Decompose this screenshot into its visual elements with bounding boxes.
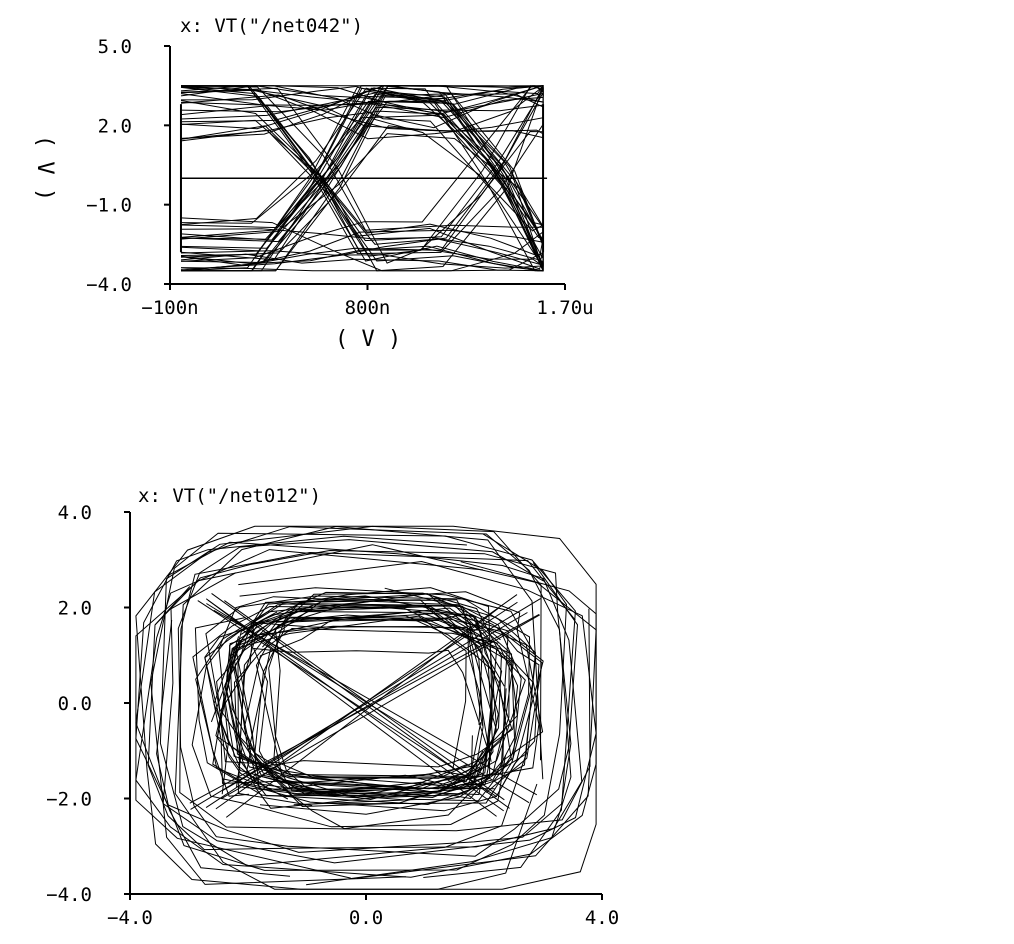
y-ticks: 5.0 2.0 −1.0 −4.0 xyxy=(86,36,170,296)
trace-line xyxy=(180,125,544,258)
trace-line xyxy=(135,533,568,871)
trace-line xyxy=(150,532,576,885)
series-traces xyxy=(135,525,597,890)
trace-line xyxy=(194,587,537,806)
chart-title: x: VT("/net042") xyxy=(180,15,363,37)
x-ticks: −4.0 0.0 4.0 xyxy=(107,894,619,929)
y-ticks: 4.0 2.0 0.0 −2.0 −4.0 xyxy=(46,502,130,906)
x-tick-label: −4.0 xyxy=(107,907,153,929)
y-tick-label: 2.0 xyxy=(98,115,132,137)
trace-line xyxy=(204,591,540,800)
trace-line xyxy=(180,85,544,257)
y-tick-label: −4.0 xyxy=(46,884,92,906)
trace-line xyxy=(162,560,597,864)
y-tick-label: 4.0 xyxy=(58,502,92,524)
trace-line xyxy=(179,551,591,832)
y-tick-label: −2.0 xyxy=(46,789,92,811)
x-tick-label: 800n xyxy=(345,297,391,319)
trace-line xyxy=(180,86,544,270)
trace-line xyxy=(220,614,541,800)
series-traces xyxy=(179,85,545,272)
trace-line xyxy=(177,539,579,857)
x-tick-label: −100n xyxy=(141,297,198,319)
y-tick-label: 0.0 xyxy=(58,693,92,715)
trace-line xyxy=(181,85,544,264)
trace-line xyxy=(180,125,544,266)
x-axis-label: ( V ) xyxy=(335,327,401,352)
trace-line xyxy=(159,525,542,867)
trace-line xyxy=(180,253,544,272)
x-tick-label: 0.0 xyxy=(349,907,383,929)
trace-line xyxy=(189,614,540,804)
trace-line xyxy=(180,85,544,266)
trace-line xyxy=(180,119,544,231)
trace-line xyxy=(268,587,497,795)
trace-line xyxy=(225,607,499,818)
trace-line xyxy=(180,87,544,119)
trace-line xyxy=(197,600,498,798)
trace-line xyxy=(180,101,544,270)
y-tick-label: −4.0 xyxy=(86,274,132,296)
trace-line xyxy=(180,90,544,267)
trace-line xyxy=(254,607,507,830)
trace-line xyxy=(224,600,505,801)
y-tick-label: −1.0 xyxy=(86,195,132,217)
trace-line xyxy=(180,250,544,271)
y-tick-label: 5.0 xyxy=(98,36,132,58)
trace-line xyxy=(135,549,597,878)
trace-line xyxy=(222,612,528,791)
y-tick-label: 2.0 xyxy=(58,598,92,620)
trace-line xyxy=(181,87,544,272)
trace-line xyxy=(180,85,544,261)
trace-line xyxy=(180,85,544,224)
trace-line xyxy=(174,525,544,890)
trace-line xyxy=(180,118,544,264)
trace-line xyxy=(224,615,468,790)
x-tick-label: 4.0 xyxy=(585,907,619,929)
chart-title: x: VT("/net012") xyxy=(138,485,321,507)
trace-line xyxy=(205,598,497,817)
trace-line xyxy=(180,85,544,271)
x-tick-label: 1.70u xyxy=(536,297,593,319)
trace-line xyxy=(180,85,544,113)
trace-line xyxy=(180,85,544,262)
xy-plot-chart: x: VT("/net012") 4.0 2.0 0.0 −2.0 −4.0 −4.0 0… xyxy=(46,485,619,929)
y-axis-label: ( V ) xyxy=(32,135,57,201)
trace-line xyxy=(180,228,544,264)
trace-line xyxy=(180,85,544,139)
trace-line xyxy=(248,599,499,808)
x-ticks: −100n 800n 1.70u xyxy=(141,284,594,319)
trace-line xyxy=(181,85,544,270)
trace-line xyxy=(180,101,544,230)
trace-line xyxy=(154,549,572,853)
trace-line xyxy=(206,603,530,804)
eye-diagram-chart: x: VT("/net042") 5.0 2.0 −1.0 −4.0 −100n 800… xyxy=(32,15,594,352)
trace-line xyxy=(135,544,597,879)
trace-line xyxy=(135,525,597,890)
